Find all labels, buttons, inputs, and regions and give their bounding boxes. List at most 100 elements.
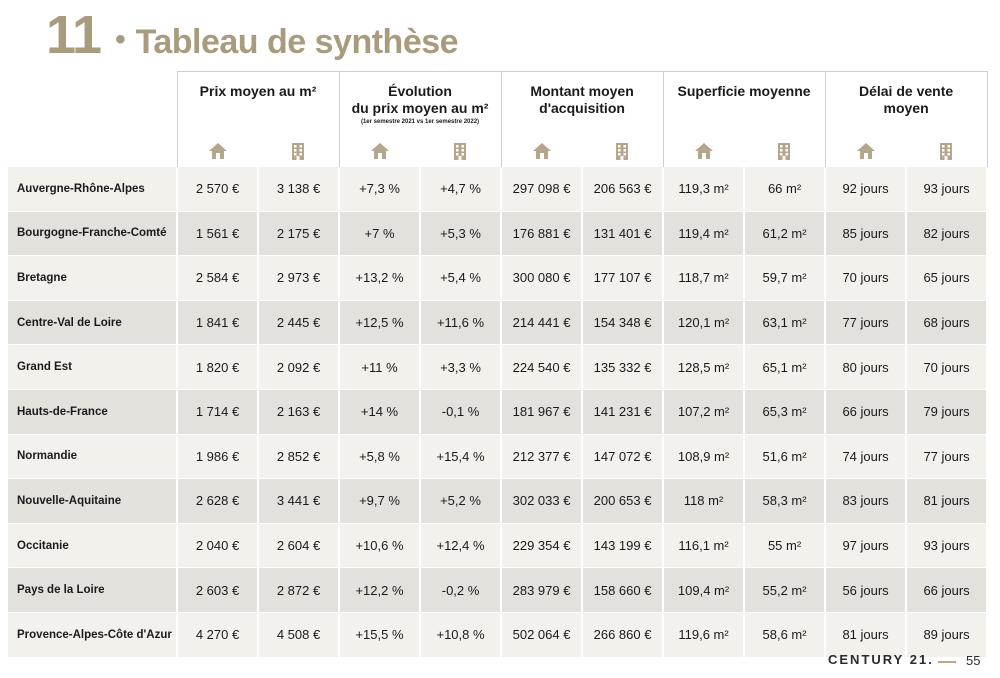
table-cell: 65,3 m² bbox=[744, 389, 827, 435]
table-cell: 109,4 m² bbox=[663, 567, 746, 613]
house-icon bbox=[176, 135, 258, 167]
table-cell: 58,3 m² bbox=[744, 478, 827, 524]
region-name: Occitanie bbox=[8, 523, 178, 569]
table-cell: 89 jours bbox=[906, 612, 989, 658]
section-number: 11 bbox=[46, 5, 102, 65]
column-group-sublabel: (1er semestre 2021 vs 1er semestre 2022) bbox=[360, 119, 480, 125]
table-cell: 3 138 € bbox=[258, 167, 341, 212]
table-cell: 79 jours bbox=[906, 389, 989, 435]
table-cell: 66 jours bbox=[825, 389, 908, 435]
table-cell: 65,1 m² bbox=[744, 344, 827, 390]
table-cell: 302 033 € bbox=[501, 478, 584, 524]
table-cell: 77 jours bbox=[825, 300, 908, 346]
region-name: Centre-Val de Loire bbox=[8, 300, 178, 346]
table-cell: 118 m² bbox=[663, 478, 746, 524]
table-cell: 118,7 m² bbox=[663, 255, 746, 301]
page-number: 55 bbox=[966, 653, 981, 668]
table-cell: 2 175 € bbox=[258, 211, 341, 257]
apartment-building-icon bbox=[420, 135, 502, 167]
column-group-label: Prix moyen au m² bbox=[199, 83, 317, 99]
table-cell: 224 540 € bbox=[501, 344, 584, 390]
table-cell: 66 jours bbox=[906, 567, 989, 613]
table-cell: +15,5 % bbox=[339, 612, 422, 658]
apartment-building-icon bbox=[744, 135, 826, 167]
title-text: Tableau de synthèse bbox=[135, 23, 459, 61]
region-name: Provence-Alpes-Côte d'Azur bbox=[8, 612, 178, 658]
table-cell: 97 jours bbox=[825, 523, 908, 569]
table-cell: 2 092 € bbox=[258, 344, 341, 390]
house-icon bbox=[338, 135, 421, 167]
table-cell: 58,6 m² bbox=[744, 612, 827, 658]
house-icon bbox=[824, 135, 907, 167]
table-cell: 55,2 m² bbox=[744, 567, 827, 613]
table-cell: 93 jours bbox=[906, 523, 989, 569]
table-cell: 65 jours bbox=[906, 255, 989, 301]
region-name: Grand Est bbox=[8, 344, 178, 390]
column-group-label: Superficie moyenne bbox=[677, 83, 811, 99]
table-cell: +11 % bbox=[339, 344, 422, 390]
table-cell: 51,6 m² bbox=[744, 434, 827, 480]
apartment-building-icon bbox=[582, 135, 664, 167]
table-cell: 80 jours bbox=[825, 344, 908, 390]
table-cell: 158 660 € bbox=[582, 567, 665, 613]
table-cell: 56 jours bbox=[825, 567, 908, 613]
table-cell: +5,2 % bbox=[420, 478, 503, 524]
table-cell: 2 584 € bbox=[177, 255, 259, 301]
table-cell: 68 jours bbox=[906, 300, 989, 346]
column-group-label: Délai de vente moyen bbox=[858, 83, 954, 116]
table-cell: 66 m² bbox=[744, 167, 827, 212]
table-cell: 2 445 € bbox=[258, 300, 341, 346]
region-name: Nouvelle-Aquitaine bbox=[8, 478, 178, 524]
title-bullet: • bbox=[115, 23, 126, 56]
table-cell: +13,2 % bbox=[339, 255, 422, 301]
table-cell: 2 604 € bbox=[258, 523, 341, 569]
table-cell: +5,3 % bbox=[420, 211, 503, 257]
table-cell: +12,4 % bbox=[420, 523, 503, 569]
table-cell: 200 653 € bbox=[582, 478, 665, 524]
table-cell: 2 973 € bbox=[258, 255, 341, 301]
table-cell: 93 jours bbox=[906, 167, 989, 212]
table-cell: 177 107 € bbox=[582, 255, 665, 301]
table-cell: 2 872 € bbox=[258, 567, 341, 613]
region-name: Auvergne-Rhône-Alpes bbox=[8, 167, 178, 212]
table-cell: 55 m² bbox=[744, 523, 827, 569]
table-cell: 266 860 € bbox=[582, 612, 665, 658]
region-name: Pays de la Loire bbox=[8, 567, 178, 613]
column-group-header: Délai de vente moyen bbox=[824, 71, 988, 135]
synthesis-table: Prix moyen au m² Évolution du prix moyen … bbox=[8, 71, 989, 658]
region-name: Bourgogne-Franche-Comté bbox=[8, 211, 178, 257]
house-icon bbox=[662, 135, 745, 167]
table-cell: +11,6 % bbox=[420, 300, 503, 346]
table-row: Auvergne-Rhône-Alpes 2 570 €3 138 € +7,3 %… bbox=[8, 167, 989, 212]
table-cell: 502 064 € bbox=[501, 612, 584, 658]
table-cell: 206 563 € bbox=[582, 167, 665, 212]
table-cell: +9,7 % bbox=[339, 478, 422, 524]
table-cell: +10,6 % bbox=[339, 523, 422, 569]
page-title: 11 • Tableau de synthèse bbox=[46, 4, 459, 66]
table-cell: 176 881 € bbox=[501, 211, 584, 257]
table-cell: 61,2 m² bbox=[744, 211, 827, 257]
apartment-building-icon bbox=[906, 135, 988, 167]
table-cell: 2 852 € bbox=[258, 434, 341, 480]
table-cell: 77 jours bbox=[906, 434, 989, 480]
table-cell: 107,2 m² bbox=[663, 389, 746, 435]
column-group-header: Prix moyen au m² bbox=[176, 71, 340, 135]
table-cell: 297 098 € bbox=[501, 167, 584, 212]
table-cell: 4 508 € bbox=[258, 612, 341, 658]
table-row: Provence-Alpes-Côte d'Azur 4 270 €4 508 €… bbox=[8, 612, 989, 658]
column-group-label: Montant moyen d'acquisition bbox=[530, 83, 634, 116]
table-cell: 70 jours bbox=[825, 255, 908, 301]
table-row: Bourgogne-Franche-Comté 1 561 €2 175 € +7 … bbox=[8, 211, 989, 257]
footer-divider bbox=[938, 661, 956, 663]
table-cell: +14 % bbox=[339, 389, 422, 435]
table-cell: +3,3 % bbox=[420, 344, 503, 390]
table-cell: 2 603 € bbox=[177, 567, 259, 613]
column-group-label: Évolution du prix moyen au m² bbox=[351, 83, 489, 116]
table-row: Occitanie 2 040 €2 604 € +10,6 % +12,4 % 229… bbox=[8, 523, 989, 569]
table-cell: 1 841 € bbox=[177, 300, 259, 346]
table-cell: 135 332 € bbox=[582, 344, 665, 390]
brand-logo: CENTURY 21. bbox=[828, 652, 934, 667]
table-cell: 92 jours bbox=[825, 167, 908, 212]
table-cell: 85 jours bbox=[825, 211, 908, 257]
column-group-header: Évolution du prix moyen au m² (1er semest… bbox=[338, 71, 502, 135]
